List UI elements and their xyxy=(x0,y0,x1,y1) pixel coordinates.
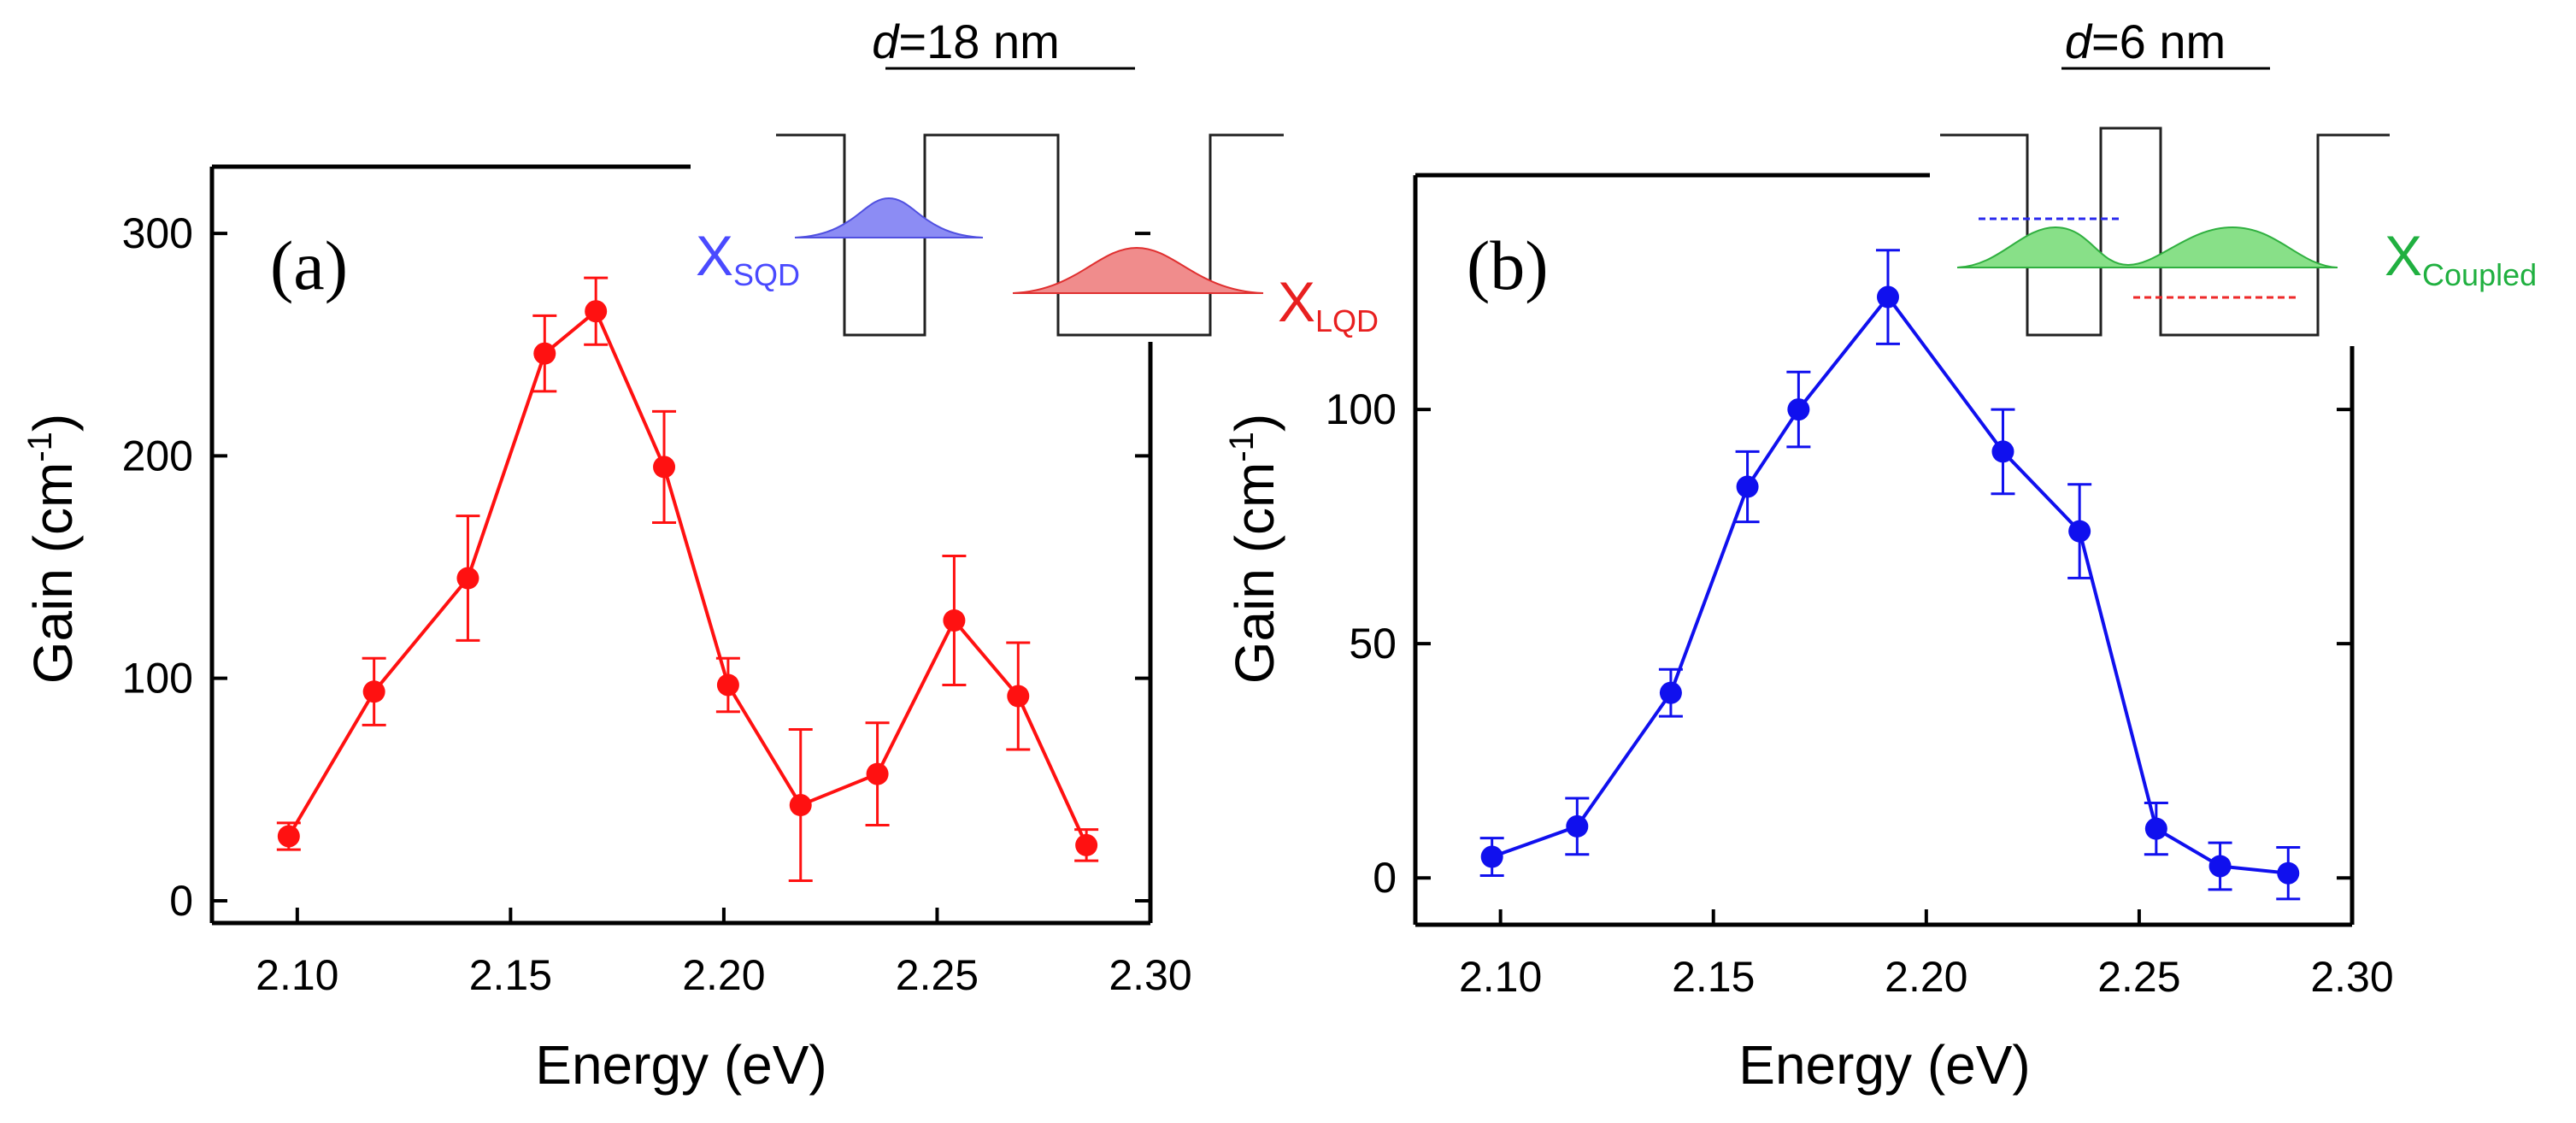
y-tick-label-a: 100 xyxy=(122,655,193,703)
wavefunction-sqd xyxy=(794,197,984,238)
data-point-a xyxy=(1007,685,1030,708)
y-tick-label-b: 50 xyxy=(1349,620,1397,667)
x-axis-title-a: Energy (eV) xyxy=(535,1034,826,1096)
data-point-b xyxy=(2068,520,2091,543)
data-point-a xyxy=(456,567,479,590)
data-point-a xyxy=(789,794,812,817)
x-tick-label-a: 2.15 xyxy=(469,951,552,999)
data-point-a xyxy=(866,762,889,785)
y-tick-label-a: 200 xyxy=(122,432,193,479)
y-tick-label-a: 300 xyxy=(122,209,193,257)
series-line-b xyxy=(1491,294,2289,875)
data-point-b xyxy=(1787,398,1810,421)
x-tick-label-b: 2.25 xyxy=(2097,953,2180,1001)
data-point-b xyxy=(2144,817,2167,840)
data-point-b xyxy=(2208,855,2232,878)
wavefunction-lqd xyxy=(1012,246,1264,294)
data-point-a xyxy=(716,673,739,697)
data-point-b xyxy=(1876,285,1899,309)
data-point-a xyxy=(1075,833,1098,856)
label-x-coupled: XCoupled xyxy=(2385,224,2537,292)
data-point-b xyxy=(2277,861,2300,885)
thickness-title-b: d=6 nm xyxy=(2065,15,2226,68)
y-tick-label-a: 0 xyxy=(169,877,193,925)
x-tick-label-b: 2.10 xyxy=(1459,953,1542,1001)
x-tick-label-b: 2.15 xyxy=(1672,953,1755,1001)
data-point-b xyxy=(1480,845,1503,868)
x-axis-title-b: Energy (eV) xyxy=(1738,1034,2030,1096)
data-point-a xyxy=(362,680,385,703)
y-axis-title-a: Gain (cm-1) xyxy=(21,414,84,684)
axes-frame-b xyxy=(1413,173,2355,927)
data-point-b xyxy=(1659,681,1682,704)
axes-frame-a xyxy=(209,164,1153,926)
y-axis-title-b: Gain (cm-1) xyxy=(1223,414,1285,684)
data-point-b xyxy=(1736,475,1759,498)
data-point-a xyxy=(277,825,300,848)
label-x-lqd: XLQD xyxy=(1278,270,1379,338)
panel-label-a: (a) xyxy=(270,226,348,304)
data-point-a xyxy=(943,609,966,632)
y-tick-label-b: 0 xyxy=(1373,854,1397,902)
inset-well-diagram-a: XSQD XLQD xyxy=(696,133,1379,338)
panel-a: d=18 nm 2.10 2.15 2.20 2.25 2.30 0 100 200 300 (… xyxy=(21,15,1379,1096)
x-tick-label-a: 2.10 xyxy=(256,951,338,999)
ticks-b: 2.10 2.15 2.20 2.25 2.30 0 50 100 xyxy=(1326,385,2394,1001)
data-point-a xyxy=(533,342,556,365)
panel-label-b: (b) xyxy=(1467,226,1549,304)
well-potential-b xyxy=(1940,126,2390,337)
ticks-a: 2.10 2.15 2.20 2.25 2.30 0 100 200 300 xyxy=(122,209,1192,999)
data-point-b xyxy=(1991,440,2014,463)
x-tick-label-a: 2.30 xyxy=(1109,951,1191,999)
panel-b: d=6 nm 2.10 2.15 2.20 2.25 2.30 0 50 100 (b) En… xyxy=(1223,15,2537,1096)
data-point-a xyxy=(585,300,608,323)
data-marks-b xyxy=(1479,249,2301,901)
data-point-a xyxy=(653,456,676,479)
thickness-title-a: d=18 nm xyxy=(872,15,1060,68)
data-point-b xyxy=(1566,814,1589,838)
x-tick-label-b: 2.30 xyxy=(2310,953,2393,1001)
data-marks-a xyxy=(276,276,1099,883)
x-tick-label-a: 2.20 xyxy=(682,951,765,999)
y-tick-label-b: 100 xyxy=(1326,385,1397,433)
wavefunction-coupled xyxy=(1956,226,2338,268)
inset-well-diagram-b: XCoupled xyxy=(1940,126,2537,337)
x-tick-label-b: 2.20 xyxy=(1885,953,1967,1001)
x-tick-label-a: 2.25 xyxy=(896,951,979,999)
label-x-sqd: XSQD xyxy=(696,224,800,292)
series-line-a xyxy=(287,308,1088,846)
